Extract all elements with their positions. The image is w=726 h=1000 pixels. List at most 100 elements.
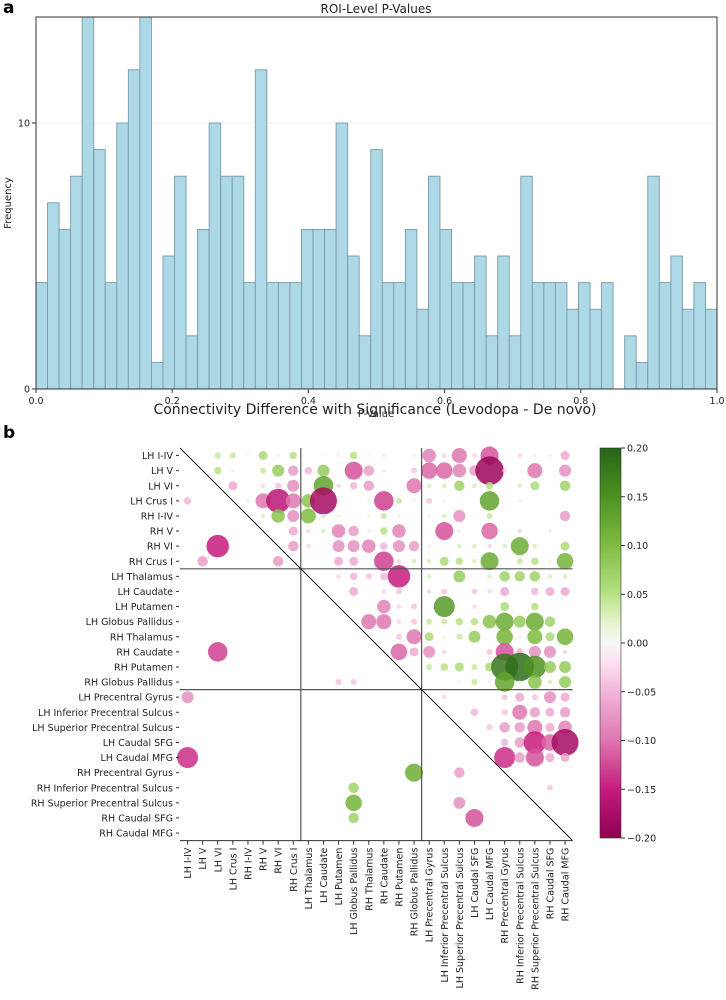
- matrix-bubble: [518, 499, 522, 503]
- matrix-bubble: [528, 645, 541, 658]
- matrix-bubble: [271, 509, 285, 523]
- matrix-column-label: LH Globus Pallidus: [349, 848, 360, 935]
- matrix-bubble: [231, 469, 235, 473]
- matrix-bubble: [465, 808, 484, 827]
- matrix-bubble: [380, 512, 387, 519]
- matrix-row-label: LH I-IV: [142, 451, 173, 462]
- matrix-bubble: [426, 589, 432, 594]
- histogram-bar: [58, 228, 72, 390]
- colorbar-tick-label: 0.00: [627, 639, 648, 650]
- matrix-column-label: LH Putamen: [334, 848, 345, 906]
- colorbar-tick-label: 0.05: [627, 590, 648, 601]
- matrix-bubble: [441, 618, 448, 625]
- matrix-bubble: [387, 565, 411, 588]
- matrix-bubble: [321, 528, 326, 534]
- matrix-bubble: [344, 461, 363, 480]
- matrix-lines: [179, 447, 573, 842]
- matrix-bubble: [543, 645, 556, 658]
- matrix-bubble: [396, 619, 402, 624]
- matrix-bubble: [560, 451, 570, 461]
- matrix-bubble: [560, 753, 570, 763]
- matrix-row-label: LH Inferior Precentral Sulcus: [38, 708, 173, 719]
- matrix-bubble: [471, 679, 478, 686]
- histogram-x-ticks: 0.0 0.2 0.4 0.6 0.8 1.0: [28, 389, 725, 407]
- matrix-bubble: [208, 642, 228, 662]
- matrix-bubble: [412, 499, 416, 503]
- histogram-bar: [347, 255, 360, 390]
- histogram-bar: [335, 122, 349, 390]
- matrix-bubble: [381, 589, 387, 594]
- matrix-bubble: [442, 649, 447, 655]
- matrix-bubble: [457, 680, 461, 684]
- histogram-bar: [139, 16, 152, 390]
- matrix-bubble: [406, 629, 422, 645]
- matrix-bubble: [525, 748, 544, 767]
- matrix-bubble: [347, 540, 360, 553]
- matrix-bubble: [487, 589, 492, 594]
- matrix-bubble: [556, 553, 574, 570]
- matrix-bubble: [367, 454, 370, 457]
- histogram-bar: [243, 282, 256, 390]
- matrix-bubble: [468, 630, 481, 643]
- histogram-bar: [589, 308, 603, 390]
- matrix-bubble: [481, 522, 498, 540]
- matrix-bubble: [424, 632, 434, 642]
- matrix-bubble: [548, 454, 552, 458]
- matrix-bubble: [411, 559, 417, 564]
- histogram-bar: [208, 122, 222, 390]
- histogram-bar: [185, 335, 199, 390]
- matrix-bubble: [405, 763, 424, 782]
- matrix-row-label: RH Inferior Precentral Sulcus: [37, 783, 173, 794]
- matrix-bubble: [214, 466, 222, 475]
- histogram-bar: [174, 175, 187, 390]
- matrix-bubble: [392, 540, 405, 553]
- matrix-bubble: [335, 679, 342, 686]
- matrix-bubble: [501, 709, 508, 716]
- matrix-bubble: [380, 572, 388, 581]
- matrix-row-label: LH Caudate: [118, 587, 174, 598]
- histogram-bar: [635, 361, 649, 390]
- histogram-bar: [693, 282, 706, 390]
- matrix-bubble: [454, 767, 465, 778]
- histogram-bar: [462, 282, 476, 390]
- matrix-bubble: [531, 602, 539, 611]
- matrix-bubble: [288, 465, 299, 476]
- histogram-bar: [266, 282, 279, 390]
- matrix-column-label: RH V: [259, 847, 270, 871]
- colorbar-tick-label: 0.15: [627, 492, 648, 503]
- matrix-bubble: [337, 499, 341, 503]
- matrix-bubble: [374, 491, 394, 511]
- matrix-bubble: [454, 480, 465, 491]
- matrix-row-label: RH Thalamus: [110, 632, 173, 643]
- matrix-bubble: [427, 544, 431, 548]
- histogram-y-tick-label: 0: [24, 385, 30, 396]
- matrix-bubble: [455, 557, 464, 565]
- matrix-bubble: [426, 574, 432, 579]
- matrix-column-label: LH Superior Precentral Sulcus: [455, 848, 466, 989]
- matrix-bubble: [412, 454, 416, 458]
- colorbar-ticks: 0.20 0.15 0.10 0.05 0.00 −0.05 −0.10 −0.15 −0.20: [621, 444, 656, 845]
- matrix-bubble: [472, 453, 477, 458]
- matrix-bubble: [397, 514, 401, 518]
- matrix-bubble: [457, 529, 461, 533]
- matrix-row-label: RH Globus Pallidus: [84, 678, 173, 689]
- matrix-bubble: [559, 676, 572, 689]
- matrix-bubble: [337, 454, 341, 458]
- matrix-bubble: [560, 692, 570, 702]
- matrix-bubble: [406, 478, 422, 494]
- colorbar-tick-label: −0.10: [627, 736, 656, 747]
- matrix-bubble: [322, 454, 325, 457]
- matrix-bubble: [515, 692, 525, 702]
- matrix-bubble: [331, 524, 346, 538]
- histogram-bar: [497, 255, 510, 390]
- matrix-bubble: [529, 707, 541, 718]
- matrix-row-label: RH Putamen: [114, 662, 173, 673]
- matrix-bubble: [411, 467, 418, 474]
- matrix-bubble: [472, 543, 477, 549]
- matrix-bubble: [348, 782, 359, 793]
- matrix-bubble: [486, 648, 493, 655]
- matrix-bubble: [348, 525, 359, 537]
- matrix-column-label: RH Thalamus: [364, 848, 375, 911]
- histogram-bar: [601, 282, 614, 390]
- matrix-bubble: [288, 540, 299, 552]
